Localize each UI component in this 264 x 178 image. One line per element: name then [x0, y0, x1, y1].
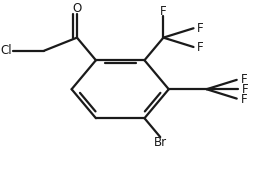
Text: F: F — [241, 73, 247, 86]
Text: F: F — [242, 83, 249, 96]
Text: Cl: Cl — [0, 44, 12, 57]
Text: F: F — [160, 5, 167, 18]
Text: Br: Br — [154, 136, 167, 149]
Text: F: F — [197, 41, 204, 54]
Text: F: F — [241, 93, 247, 106]
Text: O: O — [72, 2, 82, 15]
Text: F: F — [197, 22, 204, 35]
